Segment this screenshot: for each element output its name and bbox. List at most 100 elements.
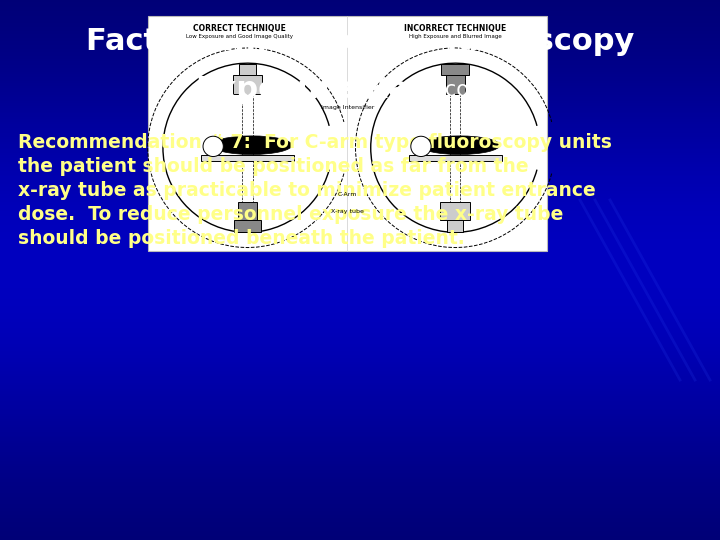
Bar — [0, 49, 720, 50]
Bar — [0, 212, 720, 214]
Bar — [0, 520, 720, 522]
Bar — [0, 398, 720, 400]
Bar — [0, 351, 720, 353]
Bar — [0, 157, 720, 158]
Bar — [0, 108, 720, 110]
Bar — [0, 4, 720, 5]
Bar — [0, 259, 720, 261]
Bar — [0, 137, 720, 139]
Bar — [0, 231, 720, 232]
Bar — [0, 434, 720, 436]
Bar — [0, 417, 720, 420]
Bar — [0, 378, 720, 380]
Bar — [0, 475, 720, 477]
Bar — [0, 38, 720, 39]
Bar — [0, 133, 720, 135]
Bar — [447, 220, 464, 232]
Bar — [0, 25, 720, 27]
Bar — [0, 317, 720, 319]
Bar — [0, 518, 720, 520]
Bar — [0, 293, 720, 295]
Bar — [0, 353, 720, 355]
Bar — [0, 531, 720, 533]
Bar — [0, 243, 720, 245]
Bar — [0, 255, 720, 258]
Bar — [0, 454, 720, 455]
Bar — [0, 194, 720, 196]
Bar — [0, 97, 720, 99]
Bar — [0, 517, 720, 518]
Bar — [0, 464, 720, 466]
Text: INCORRECT TECHNIQUE: INCORRECT TECHNIQUE — [404, 24, 506, 33]
Text: Image Intensifier: Image Intensifier — [320, 105, 374, 111]
Text: Exposure Rate: Exposure Rate — [196, 76, 444, 105]
Bar — [0, 524, 720, 525]
Bar — [0, 0, 720, 2]
Bar — [0, 83, 720, 85]
Bar — [0, 285, 720, 286]
Bar — [0, 439, 720, 441]
Bar — [0, 18, 720, 20]
Bar — [0, 400, 720, 401]
Bar — [0, 304, 720, 306]
Bar — [0, 266, 720, 268]
Bar — [0, 443, 720, 444]
Bar — [0, 66, 720, 69]
Bar — [0, 324, 720, 326]
Bar — [0, 142, 720, 144]
Bar — [0, 43, 720, 45]
Bar — [0, 31, 720, 32]
Bar — [0, 173, 720, 174]
Bar — [0, 450, 720, 452]
Bar — [0, 367, 720, 369]
Bar — [0, 497, 720, 498]
Bar — [0, 498, 720, 501]
Bar — [0, 346, 720, 347]
Bar — [0, 297, 720, 299]
Bar — [0, 412, 720, 414]
Bar — [0, 258, 720, 259]
Bar — [0, 299, 720, 301]
Bar — [0, 126, 720, 128]
Bar — [0, 241, 720, 243]
Bar — [0, 423, 720, 425]
Bar — [0, 211, 720, 212]
Bar — [0, 437, 720, 439]
Bar — [0, 221, 720, 223]
Bar — [0, 56, 720, 58]
Bar — [0, 99, 720, 101]
Bar — [0, 20, 720, 22]
Bar — [0, 151, 720, 153]
Bar — [0, 430, 720, 432]
Bar — [0, 139, 720, 140]
Bar — [0, 319, 720, 320]
Text: the patient should be positioned as far from the: the patient should be positioned as far … — [18, 157, 528, 176]
Bar — [0, 45, 720, 47]
Bar — [0, 164, 720, 166]
Bar — [201, 154, 294, 161]
Bar — [0, 187, 720, 189]
Bar — [0, 61, 720, 63]
Bar — [233, 220, 261, 232]
Bar — [0, 32, 720, 34]
Bar — [0, 488, 720, 490]
Bar — [0, 167, 720, 169]
Bar — [0, 371, 720, 373]
Bar — [0, 312, 720, 313]
Bar — [0, 410, 720, 412]
Bar — [0, 444, 720, 447]
Bar — [0, 11, 720, 12]
Bar — [0, 72, 720, 74]
Bar — [0, 493, 720, 495]
Bar — [0, 200, 720, 201]
Bar — [0, 331, 720, 333]
Bar — [0, 204, 720, 205]
Text: Low Exposure and Good Image Quality: Low Exposure and Good Image Quality — [186, 34, 293, 39]
Bar — [0, 427, 720, 428]
Bar — [0, 274, 720, 275]
Bar — [0, 124, 720, 126]
Bar — [0, 441, 720, 443]
Bar — [0, 420, 720, 421]
Bar — [0, 326, 720, 328]
Bar — [0, 101, 720, 103]
